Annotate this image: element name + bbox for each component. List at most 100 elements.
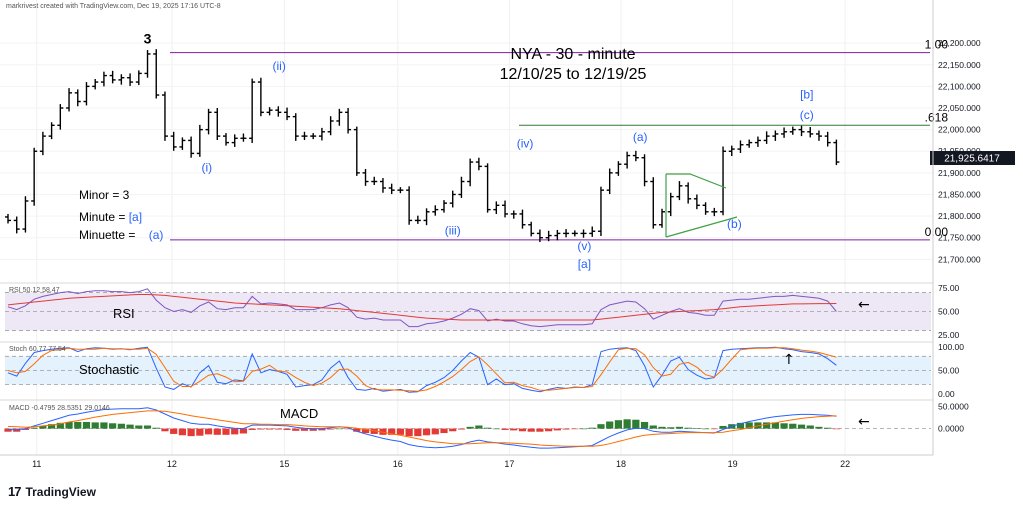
stochastic-up-arrow-icon: ↑	[783, 352, 795, 368]
ohlc-bar	[475, 157, 482, 171]
degree-legend: Minor = 3 Minute = [a] Minuette = (a)	[79, 188, 163, 242]
macd-histogram-bar	[780, 423, 788, 429]
wave-label: 3	[144, 31, 152, 47]
macd-histogram-bar	[745, 422, 753, 429]
ohlc-bar	[144, 50, 151, 78]
macd-histogram-bar	[422, 428, 431, 436]
macd-histogram-bar	[658, 426, 666, 429]
macd-pane: MACD -0.4795 28.5351 29.0146 MACD 50.000…	[0, 399, 969, 449]
macd-histogram-bar	[91, 422, 99, 429]
macd-histogram-bar	[632, 419, 640, 429]
ohlc-bar	[746, 139, 753, 148]
macd-histogram-bar	[614, 420, 622, 429]
ohlc-bar	[807, 127, 814, 138]
macd-histogram-bar	[100, 422, 108, 429]
wave-label: (i)	[201, 161, 212, 175]
macd-signal-line	[7, 410, 837, 447]
macd-histogram-bar	[536, 428, 544, 432]
ohlc-bar	[545, 230, 552, 242]
price-tick: 21,800.000	[938, 211, 981, 221]
ohlc-bar	[118, 74, 125, 85]
ohlc-bar	[48, 122, 55, 140]
ohlc-bar	[179, 137, 186, 150]
ohlc-bar	[92, 79, 99, 90]
stochastic-legend: Stoch 60.77 77.54	[9, 346, 66, 353]
macd-histogram-bar	[152, 427, 160, 429]
macd-histogram-bar	[126, 424, 134, 429]
ohlc-bar	[685, 182, 692, 204]
macd-histogram-bar	[649, 425, 657, 429]
stochastic-level-lines	[5, 355, 931, 386]
ohlc-bar	[763, 131, 770, 144]
ohlc-bar	[301, 131, 308, 140]
ohlc-bar	[589, 226, 596, 237]
ohlc-bar	[231, 134, 238, 147]
ohlc-bar	[74, 89, 81, 107]
rsi-pane: RSI 50.12 58.47 RSI 75.00 50.00 25.00 ←	[0, 282, 960, 340]
macd-histogram-bar	[117, 423, 125, 429]
legend-minuette: Minuette = (a)	[79, 228, 163, 242]
price-tick: 21,900.000	[938, 168, 981, 178]
macd-histogram-bar	[170, 428, 178, 434]
ohlc-bar	[379, 178, 386, 193]
macd-histogram-bar	[283, 428, 291, 430]
stochastic-tick: 0.00	[938, 389, 955, 399]
fib-levels: 1.00 .618 0.00	[170, 38, 948, 241]
wave-label: (v)	[577, 239, 591, 253]
macd-histogram-bar	[161, 428, 169, 432]
ohlc-bar	[5, 213, 11, 224]
ohlc-bar	[563, 229, 570, 238]
macd-histogram-bar	[806, 425, 814, 429]
ohlc-bar	[597, 186, 604, 236]
wave-label: (ii)	[273, 59, 286, 73]
ohlc-bar	[170, 131, 177, 151]
macd-histogram-bar	[449, 428, 457, 432]
title-line2: 12/10/25 to 12/19/25	[500, 66, 647, 83]
price-tick: 22,150.000	[938, 60, 981, 70]
time-tick-11: 11	[32, 459, 41, 469]
macd-histogram-bar	[710, 428, 718, 430]
macd-histogram-bar	[702, 428, 710, 430]
macd-histogram-bar	[405, 428, 413, 437]
ohlc-bar	[161, 91, 168, 141]
grid-lines	[0, 0, 933, 455]
rsi-tick: 75.00	[938, 283, 960, 293]
macd-histogram-bar	[74, 421, 82, 429]
ohlc-bar	[83, 82, 90, 106]
wave-label: (iii)	[445, 223, 461, 237]
macd-histogram-bar	[440, 428, 448, 434]
ohlc-bar	[214, 108, 221, 140]
ohlc-bar	[266, 107, 273, 116]
macd-histogram-bar	[675, 426, 684, 429]
macd-histogram-bar	[501, 428, 509, 430]
macd-histogram-bar	[222, 428, 230, 435]
ohlc-bar	[39, 131, 46, 156]
macd-histogram-bar	[510, 428, 518, 431]
macd-histogram-bar	[353, 428, 361, 432]
macd-histogram-bar	[588, 427, 596, 429]
triangle-pattern	[665, 173, 738, 238]
macd-histogram-bar	[684, 427, 692, 429]
stochastic-pane: Stoch 60.77 77.54 Stochastic 100.00 50.00…	[0, 341, 964, 399]
ohlc-bar	[772, 130, 779, 141]
macd-histogram-bar	[527, 428, 535, 432]
legend-minute: Minute = [a]	[79, 210, 142, 224]
macd-tick: 50.0000	[938, 401, 969, 411]
ohlc-bar	[196, 124, 203, 157]
macd-histogram-bar	[335, 428, 343, 430]
ohlc-bar	[336, 108, 343, 126]
ohlc-bar	[580, 229, 587, 238]
macd-arrow-icon: ←	[858, 414, 870, 430]
macd-histogram-bar	[248, 428, 256, 430]
macd-histogram-bar	[832, 428, 840, 430]
ohlc-bar	[284, 107, 291, 121]
macd-histogram-bar	[109, 423, 117, 429]
macd-histogram-bar	[667, 427, 675, 429]
macd-histogram-bar	[396, 428, 404, 435]
triangle-lower-line	[665, 216, 738, 238]
macd-histogram-bar	[597, 424, 605, 429]
ohlc-bar	[606, 168, 613, 195]
tradingview-logo[interactable]: 17 TradingView	[8, 484, 96, 499]
macd-histogram-bar	[274, 428, 282, 430]
